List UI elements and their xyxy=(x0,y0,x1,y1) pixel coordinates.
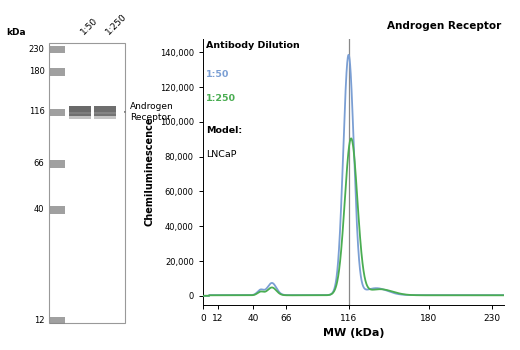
Text: LNCaP: LNCaP xyxy=(206,150,236,159)
X-axis label: MW (kDa): MW (kDa) xyxy=(323,328,384,338)
Text: 40: 40 xyxy=(34,205,45,214)
Text: 230: 230 xyxy=(29,45,45,54)
Bar xyxy=(50,108,65,116)
Text: kDa: kDa xyxy=(7,28,27,37)
Bar xyxy=(94,106,116,112)
Bar xyxy=(50,160,65,168)
Text: 1:250: 1:250 xyxy=(104,12,129,37)
Bar xyxy=(69,106,91,112)
Text: 66: 66 xyxy=(34,159,45,168)
Bar xyxy=(50,206,65,214)
Bar xyxy=(50,68,65,76)
Bar xyxy=(94,106,116,116)
Text: Androgen Receptor: Androgen Receptor xyxy=(387,21,501,30)
Bar xyxy=(50,317,65,324)
Bar xyxy=(94,114,116,119)
Bar xyxy=(49,43,125,323)
Text: Model:: Model: xyxy=(206,126,242,135)
Y-axis label: Chemiluminescence: Chemiluminescence xyxy=(144,117,154,226)
Text: 12: 12 xyxy=(34,316,45,325)
Text: 1:50: 1:50 xyxy=(80,16,100,37)
Text: Androgen
Receptor: Androgen Receptor xyxy=(125,102,174,122)
Bar xyxy=(50,46,65,53)
Text: Antibody Dilution: Antibody Dilution xyxy=(206,41,300,50)
Bar xyxy=(69,106,91,116)
Text: 116: 116 xyxy=(29,107,45,117)
Text: 180: 180 xyxy=(29,67,45,76)
Text: 1:50: 1:50 xyxy=(206,70,229,79)
Bar xyxy=(69,114,91,119)
Text: 1:250: 1:250 xyxy=(206,94,236,103)
